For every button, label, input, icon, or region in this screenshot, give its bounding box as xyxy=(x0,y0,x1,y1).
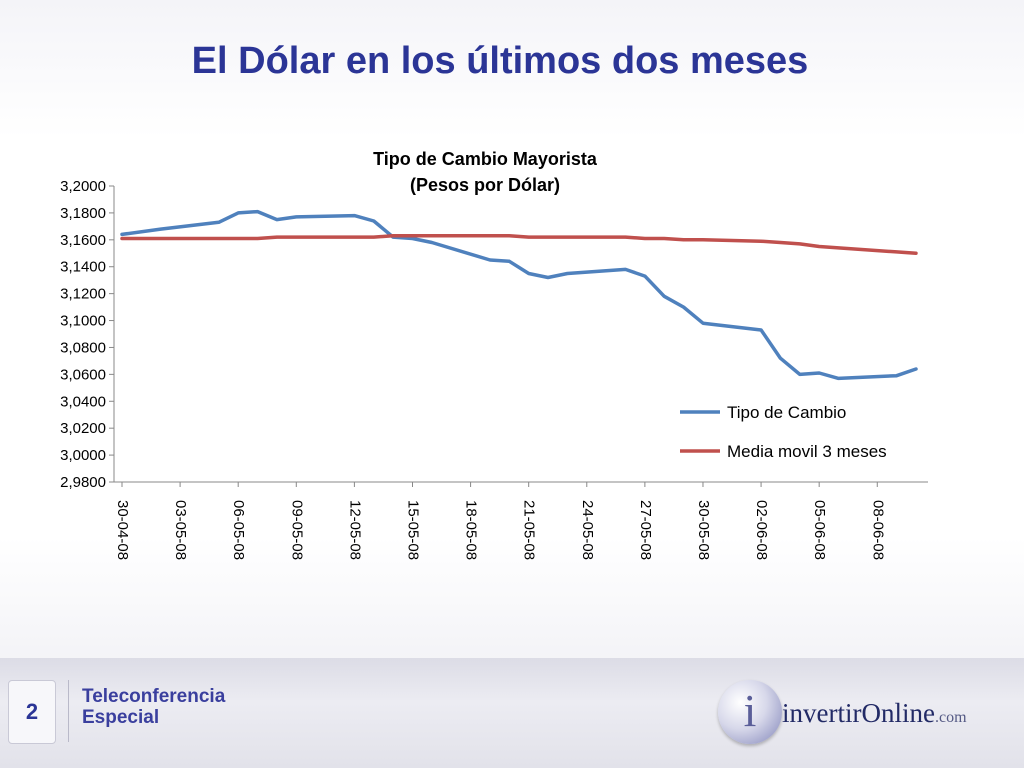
legend-label: Media movil 3 meses xyxy=(727,442,887,461)
x-tick-label: 21-05-08 xyxy=(521,500,538,560)
y-tick-label: 3,0200 xyxy=(60,420,106,437)
series-layer xyxy=(120,209,918,381)
x-tick-label: 12-05-08 xyxy=(346,500,363,560)
logo-main: invertirOnline xyxy=(782,698,935,728)
chart-subtitle: (Pesos por Dólar) xyxy=(410,175,560,195)
logo-mark-icon: i xyxy=(718,680,782,744)
logo-mark-glyph: i xyxy=(743,685,757,736)
plot-area xyxy=(114,186,928,482)
series-line xyxy=(120,234,918,256)
y-tick-label: 3,1600 xyxy=(60,232,106,249)
x-tick-label: 05-06-08 xyxy=(811,500,828,560)
y-tick-label: 3,1000 xyxy=(60,313,106,330)
x-tick-label: 15-05-08 xyxy=(405,500,422,560)
y-tick-label: 3,1800 xyxy=(60,205,106,222)
y-tick-label: 3,2000 xyxy=(60,178,106,195)
axes: 2,9800 3,0000 3,0200 3,0400 3,0600 3,0800 3,10… xyxy=(60,178,928,560)
legend: Tipo de Cambio Media movil 3 meses xyxy=(680,403,887,461)
x-tick-label: 02-06-08 xyxy=(753,500,770,560)
logo-tld: .com xyxy=(934,709,967,726)
footer-line-1: Teleconferencia xyxy=(82,686,226,707)
x-tick-label: 30-05-08 xyxy=(695,500,712,560)
page-number: 2 xyxy=(8,680,56,744)
y-tick-label: 3,1400 xyxy=(60,259,106,276)
invertironline-logo: i invertirOnline.com xyxy=(718,680,1008,746)
x-tick-label: 27-05-08 xyxy=(637,500,654,560)
y-tick-label: 2,9800 xyxy=(60,474,106,491)
y-tick-label: 3,1200 xyxy=(60,286,106,303)
y-tick-label: 3,0000 xyxy=(60,447,106,464)
y-tick-label: 3,0800 xyxy=(60,339,106,356)
footer-line-2: Especial xyxy=(82,707,160,728)
logo-wordmark: invertirOnline.com xyxy=(782,698,967,729)
slide-title: El Dólar en los últimos dos meses xyxy=(191,40,809,82)
legend-label: Tipo de Cambio xyxy=(727,403,846,422)
series-line xyxy=(120,209,918,381)
x-tick-label: 18-05-08 xyxy=(463,500,480,560)
x-tick-label: 03-05-08 xyxy=(172,500,189,560)
y-tick-label: 3,0600 xyxy=(60,366,106,383)
line-chart: Tipo de Cambio Mayorista (Pesos por Dóla… xyxy=(0,140,1024,610)
footer-text: Teleconferencia Especial xyxy=(82,686,225,728)
chart-title: Tipo de Cambio Mayorista xyxy=(373,149,598,169)
chart-svg: Tipo de Cambio Mayorista (Pesos por Dóla… xyxy=(60,149,928,560)
footer-divider xyxy=(68,680,69,742)
footer-bar xyxy=(0,658,1024,768)
x-tick-label: 09-05-08 xyxy=(288,500,305,560)
x-tick-label: 30-04-08 xyxy=(114,500,131,560)
y-tick-label: 3,0400 xyxy=(60,393,106,410)
x-tick-label: 08-06-08 xyxy=(869,500,886,560)
x-tick-label: 24-05-08 xyxy=(579,500,596,560)
x-tick-label: 06-05-08 xyxy=(230,500,247,560)
